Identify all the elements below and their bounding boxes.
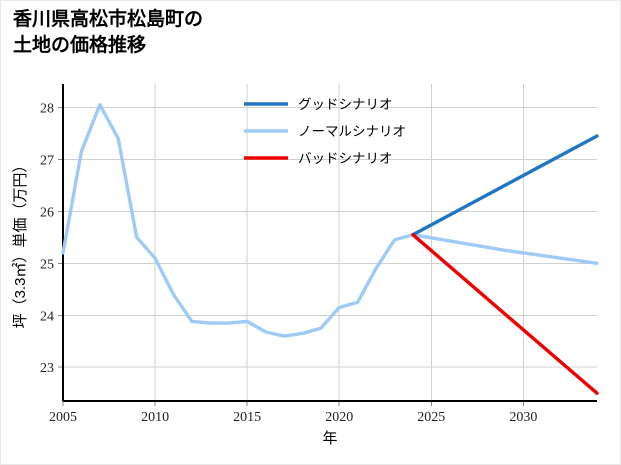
y-tick-label: 23 (40, 361, 54, 376)
y-tick-label: 25 (40, 257, 54, 272)
x-tick-label: 2020 (325, 410, 353, 425)
x-tick-label: 2025 (417, 410, 445, 425)
x-tick-label: 2010 (141, 410, 169, 425)
data-series-group (61, 103, 599, 395)
series-line-グッドシナリオ (411, 134, 599, 237)
y-tick-label: 27 (40, 153, 54, 168)
page-title: 香川県高松市松島町の 土地の価格推移 (13, 9, 204, 57)
legend-label: バッドシナリオ (298, 151, 393, 166)
y-axis-title: 坪（3.3㎡）単価（万円） (12, 158, 29, 329)
axis-spines (61, 84, 597, 403)
x-tick-label: 2015 (233, 410, 261, 425)
x-axis-tick-labels: 2005 2010 2015 2020 2025 2030 (49, 410, 537, 425)
y-tick-label: 28 (40, 101, 54, 116)
x-tick-label: 2005 (49, 410, 77, 425)
series-line-ノーマルシナリオ (61, 103, 599, 338)
x-axis-title: 年 (322, 430, 337, 447)
x-tick-label: 2030 (509, 410, 537, 425)
y-tick-label: 26 (40, 205, 54, 220)
series-line-バッドシナリオ (411, 233, 599, 395)
tick-marks (58, 106, 524, 406)
legend-label: グッドシナリオ (298, 97, 393, 112)
y-tick-label: 24 (40, 309, 54, 324)
legend-label: ノーマルシナリオ (298, 124, 406, 139)
y-axis-tick-labels: 23 24 25 26 27 28 (40, 101, 54, 376)
